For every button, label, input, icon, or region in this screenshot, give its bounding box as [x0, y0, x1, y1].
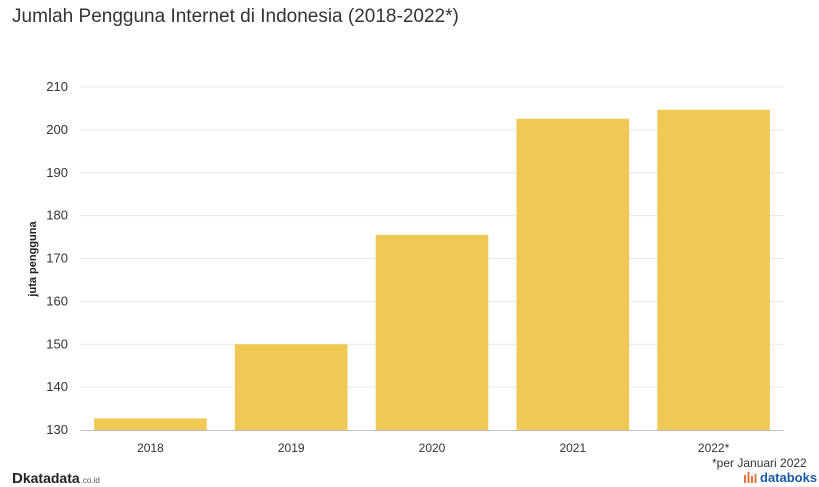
y-tick-label: 190	[46, 165, 68, 180]
bar-2021[interactable]	[516, 118, 630, 430]
databoks-name: databoks	[760, 470, 818, 485]
chart-title: Jumlah Pengguna Internet di Indonesia (2…	[12, 6, 459, 27]
databoks-logo[interactable]: databoks	[743, 470, 817, 485]
bar-2018[interactable]	[94, 418, 207, 430]
bars	[94, 109, 770, 430]
katadata-logo[interactable]: D katadata .co.id	[12, 470, 100, 487]
y-tick-labels: 130 140 150 160 170 180 190 200 210	[46, 79, 68, 437]
x-tick-labels: 2018 2019 2020 2021 2022*	[137, 441, 730, 455]
y-tick-label: 140	[46, 379, 68, 394]
x-tick-label: 2021	[559, 441, 586, 455]
x-tick-label: 2020	[419, 441, 446, 455]
y-tick-label: 150	[46, 336, 68, 351]
y-tick-label: 130	[46, 422, 68, 437]
y-tick-label: 160	[46, 293, 68, 308]
bar-2022[interactable]	[657, 109, 770, 430]
databoks-logo-icon	[744, 471, 757, 483]
y-tick-label: 200	[46, 122, 68, 137]
katadata-mark-icon: D	[12, 470, 23, 487]
x-tick-label: 2022*	[698, 441, 730, 455]
x-tick-label: 2018	[137, 441, 164, 455]
y-tick-label: 210	[46, 79, 68, 94]
x-tick-label: 2019	[278, 441, 305, 455]
y-axis-label: juta pengguna	[27, 221, 39, 298]
katadata-name: katadata	[22, 470, 80, 486]
y-tick-label: 170	[46, 251, 68, 266]
katadata-suffix: .co.id	[80, 476, 100, 485]
y-tick-label: 180	[46, 208, 68, 223]
bar-2020[interactable]	[375, 234, 489, 430]
bar-2019[interactable]	[234, 344, 348, 430]
footnote: *per Januari 2022	[712, 456, 807, 470]
